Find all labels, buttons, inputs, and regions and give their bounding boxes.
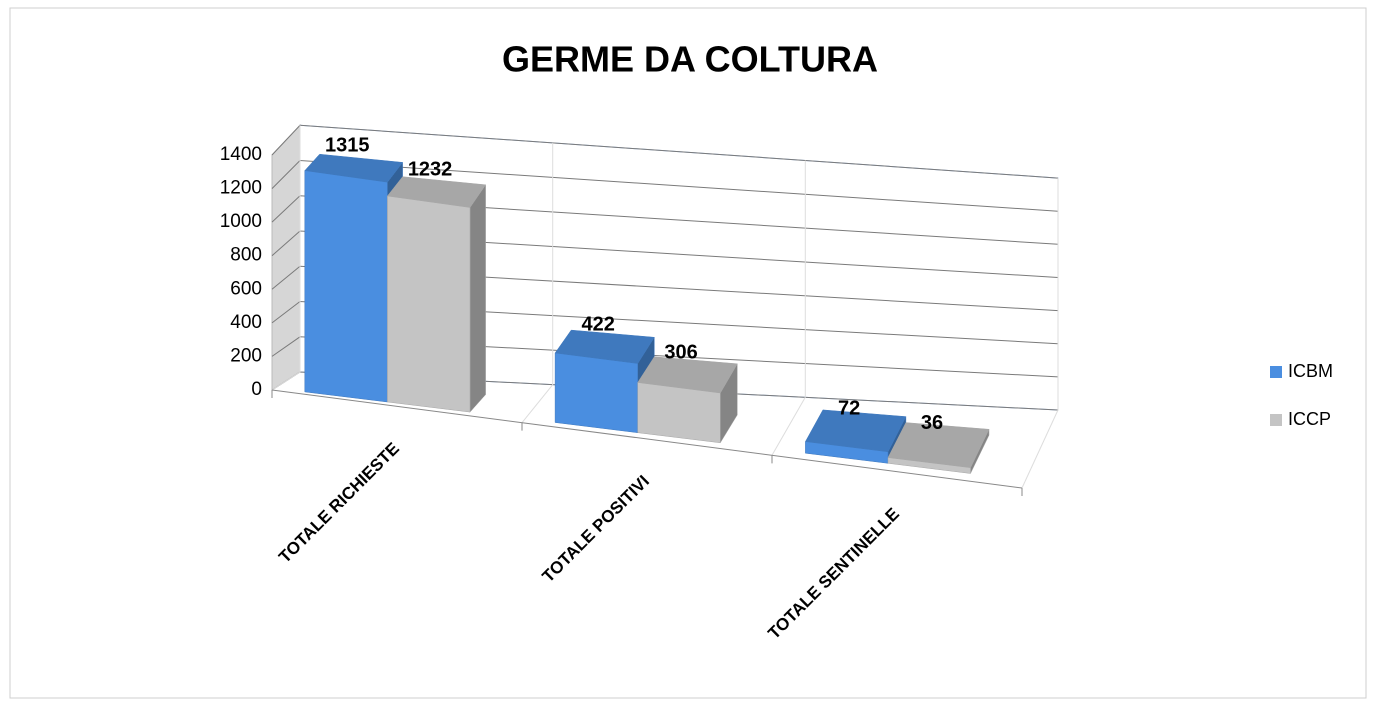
bar-side bbox=[469, 183, 486, 413]
legend-swatch bbox=[1270, 366, 1282, 378]
bar bbox=[386, 176, 487, 413]
data-label: 422 bbox=[582, 313, 615, 335]
y-tick-label: 200 bbox=[230, 345, 262, 366]
bar-front bbox=[554, 352, 638, 433]
y-tick-label: 600 bbox=[230, 278, 262, 299]
legend-label: ICBM bbox=[1288, 361, 1333, 381]
data-label: 72 bbox=[838, 398, 860, 420]
bar bbox=[887, 422, 990, 474]
y-tick-label: 1400 bbox=[220, 144, 262, 165]
bar bbox=[637, 356, 738, 444]
bar-front bbox=[637, 382, 721, 444]
bar-front bbox=[387, 195, 471, 413]
y-tick-label: 1000 bbox=[220, 211, 262, 232]
legend-swatch bbox=[1270, 414, 1282, 426]
category-divider bbox=[521, 142, 554, 424]
data-label: 36 bbox=[921, 412, 943, 434]
chart-title: GERME DA COLTURA bbox=[502, 39, 878, 80]
y-tick-label: 0 bbox=[251, 379, 262, 400]
bar-front bbox=[805, 441, 889, 464]
y-tick-label: 800 bbox=[230, 245, 262, 266]
bar-front bbox=[887, 457, 971, 474]
data-label: 1232 bbox=[408, 158, 453, 180]
category-divider bbox=[771, 160, 806, 456]
y-tick-label: 400 bbox=[230, 312, 262, 333]
data-label: 306 bbox=[664, 342, 697, 364]
legend-label: ICCP bbox=[1288, 409, 1331, 429]
category-divider bbox=[271, 125, 301, 391]
bar-front bbox=[304, 170, 388, 403]
x-axis bbox=[271, 389, 1023, 489]
data-label: 1315 bbox=[325, 134, 370, 156]
y-tick-label: 1200 bbox=[220, 178, 262, 199]
category-divider bbox=[1021, 178, 1059, 489]
